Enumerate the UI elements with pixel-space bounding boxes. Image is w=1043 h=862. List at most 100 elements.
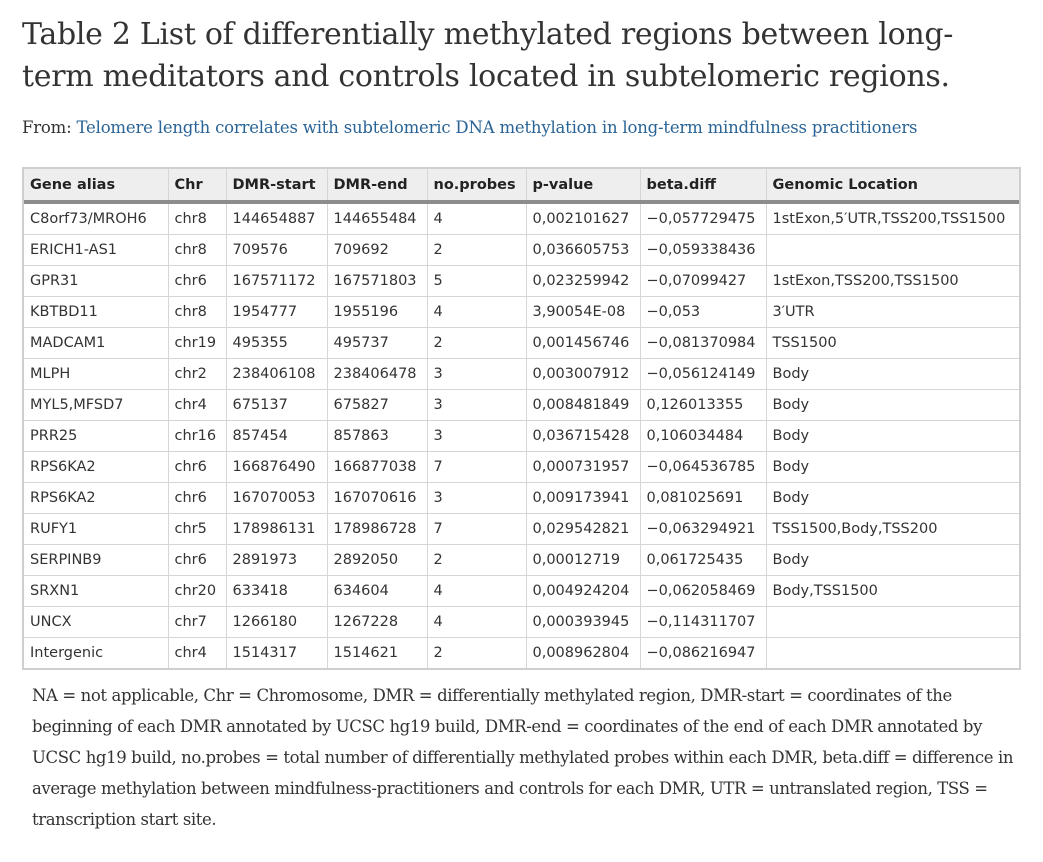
- cell-gene-alias: C8orf73/MROH6: [24, 202, 169, 235]
- cell-dmr-end: 634604: [327, 575, 428, 607]
- cell-beta-diff: −0,057729475: [640, 202, 767, 235]
- table-row: SERPINB9 chr6 2891973 2892050 2 0,00012719 0,0…: [24, 544, 1019, 576]
- table-body: C8orf73/MROH6 chr8 144654887 144655484 4 0,00…: [24, 202, 1019, 668]
- cell-gene-alias: MADCAM1: [24, 327, 169, 359]
- cell-genomic-location: TSS1500,Body,TSS200: [766, 513, 1019, 545]
- cell-chr: chr4: [168, 637, 227, 668]
- dmr-table: Gene alias Chr DMR-start DMR-end no.prob…: [24, 169, 1019, 668]
- cell-no-probes: 3: [427, 482, 527, 514]
- cell-chr: chr6: [168, 451, 227, 483]
- cell-genomic-location: 1stExon,5′UTR,TSS200,TSS1500: [766, 202, 1019, 235]
- table-header: Gene alias Chr DMR-start DMR-end no.prob…: [24, 169, 1019, 204]
- cell-chr: chr5: [168, 513, 227, 545]
- cell-dmr-end: 1267228: [327, 606, 428, 638]
- cell-chr: chr8: [168, 296, 227, 328]
- cell-dmr-start: 238406108: [226, 358, 328, 390]
- table-row: SRXN1 chr20 633418 634604 4 0,004924204 −0,062…: [24, 575, 1019, 607]
- cell-p-value: 0,003007912: [526, 358, 641, 390]
- cell-gene-alias: RPS6KA2: [24, 482, 169, 514]
- cell-p-value: 0,008481849: [526, 389, 641, 421]
- cell-dmr-end: 857863: [327, 420, 428, 452]
- header-p-value: p-value: [526, 169, 641, 204]
- cell-dmr-start: 1266180: [226, 606, 328, 638]
- cell-gene-alias: RUFY1: [24, 513, 169, 545]
- cell-p-value: 0,036715428: [526, 420, 641, 452]
- cell-gene-alias: GPR31: [24, 265, 169, 297]
- cell-p-value: 0,001456746: [526, 327, 641, 359]
- cell-genomic-location: 3′UTR: [766, 296, 1019, 328]
- cell-beta-diff: 0,081025691: [640, 482, 767, 514]
- cell-genomic-location: Body: [766, 482, 1019, 514]
- cell-no-probes: 4: [427, 202, 527, 235]
- cell-no-probes: 4: [427, 575, 527, 607]
- cell-no-probes: 3: [427, 358, 527, 390]
- header-chr: Chr: [168, 169, 227, 204]
- cell-genomic-location: 1stExon,TSS200,TSS1500: [766, 265, 1019, 297]
- source-article-link[interactable]: Telomere length correlates with subtelom…: [76, 118, 918, 137]
- cell-beta-diff: 0,106034484: [640, 420, 767, 452]
- cell-dmr-end: 144655484: [327, 202, 428, 235]
- cell-dmr-start: 144654887: [226, 202, 328, 235]
- cell-p-value: 0,004924204: [526, 575, 641, 607]
- cell-chr: chr8: [168, 202, 227, 235]
- cell-dmr-end: 238406478: [327, 358, 428, 390]
- cell-beta-diff: −0,086216947: [640, 637, 767, 668]
- cell-no-probes: 2: [427, 234, 527, 266]
- cell-beta-diff: −0,07099427: [640, 265, 767, 297]
- cell-genomic-location: Body: [766, 358, 1019, 390]
- cell-genomic-location: [766, 606, 1019, 638]
- header-dmr-end: DMR-end: [327, 169, 428, 204]
- cell-genomic-location: Body,TSS1500: [766, 575, 1019, 607]
- table-container: Gene alias Chr DMR-start DMR-end no.prob…: [22, 167, 1021, 670]
- cell-p-value: 0,008962804: [526, 637, 641, 668]
- source-label: From:: [22, 118, 72, 137]
- cell-gene-alias: Intergenic: [24, 637, 169, 668]
- cell-no-probes: 2: [427, 327, 527, 359]
- table-row: Intergenic chr4 1514317 1514621 2 0,008962804…: [24, 637, 1019, 668]
- header-row: Gene alias Chr DMR-start DMR-end no.prob…: [24, 169, 1019, 204]
- cell-dmr-start: 675137: [226, 389, 328, 421]
- cell-beta-diff: −0,062058469: [640, 575, 767, 607]
- cell-gene-alias: SRXN1: [24, 575, 169, 607]
- cell-beta-diff: 0,061725435: [640, 544, 767, 576]
- cell-dmr-start: 1954777: [226, 296, 328, 328]
- cell-genomic-location: Body: [766, 451, 1019, 483]
- cell-dmr-end: 167571803: [327, 265, 428, 297]
- cell-beta-diff: −0,064536785: [640, 451, 767, 483]
- cell-dmr-start: 709576: [226, 234, 328, 266]
- cell-dmr-start: 178986131: [226, 513, 328, 545]
- source-line: From: Telomere length correlates with su…: [22, 118, 1022, 137]
- cell-beta-diff: −0,053: [640, 296, 767, 328]
- cell-genomic-location: TSS1500: [766, 327, 1019, 359]
- cell-chr: chr4: [168, 389, 227, 421]
- table-row: RPS6KA2 chr6 167070053 167070616 3 0,00917394…: [24, 482, 1019, 514]
- cell-dmr-start: 167070053: [226, 482, 328, 514]
- cell-no-probes: 2: [427, 544, 527, 576]
- cell-p-value: 0,000731957: [526, 451, 641, 483]
- table-row: MYL5,MFSD7 chr4 675137 675827 3 0,008481849 0,…: [24, 389, 1019, 421]
- cell-genomic-location: Body: [766, 420, 1019, 452]
- table-row: RUFY1 chr5 178986131 178986728 7 0,029542821−…: [24, 513, 1019, 545]
- cell-p-value: 0,002101627: [526, 202, 641, 235]
- header-dmr-start: DMR-start: [226, 169, 328, 204]
- cell-chr: chr6: [168, 265, 227, 297]
- cell-gene-alias: KBTBD11: [24, 296, 169, 328]
- table-row: MLPH chr2 238406108 238406478 3 0,003007912 −0…: [24, 358, 1019, 390]
- cell-chr: chr2: [168, 358, 227, 390]
- cell-p-value: 0,009173941: [526, 482, 641, 514]
- cell-dmr-end: 167070616: [327, 482, 428, 514]
- cell-p-value: 0,000393945: [526, 606, 641, 638]
- cell-beta-diff: −0,063294921: [640, 513, 767, 545]
- cell-p-value: 0,023259942: [526, 265, 641, 297]
- cell-dmr-start: 633418: [226, 575, 328, 607]
- cell-chr: chr6: [168, 482, 227, 514]
- table-title: Table 2 List of differentially methylate…: [22, 17, 954, 94]
- table-row: MADCAM1 chr19 495355 495737 2 0,001456746 −0,0…: [24, 327, 1019, 359]
- cell-beta-diff: −0,059338436: [640, 234, 767, 266]
- cell-dmr-end: 166877038: [327, 451, 428, 483]
- cell-dmr-end: 2892050: [327, 544, 428, 576]
- table-footnote: NA = not applicable, Chr = Chromosome, D…: [32, 686, 1014, 829]
- cell-beta-diff: −0,114311707: [640, 606, 767, 638]
- header-no-probes: no.probes: [427, 169, 527, 204]
- cell-no-probes: 4: [427, 296, 527, 328]
